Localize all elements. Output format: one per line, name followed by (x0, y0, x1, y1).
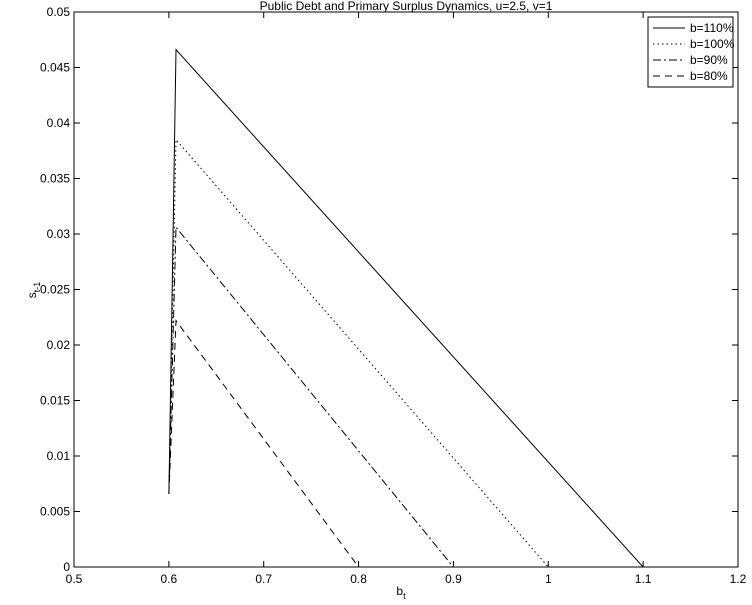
chart-title: Public Debt and Primary Surplus Dynamics… (260, 0, 553, 13)
y-tick-label: 0.01 (47, 449, 71, 463)
y-tick-label: 0.035 (40, 172, 70, 186)
y-tick-label: 0.05 (47, 5, 71, 19)
legend-label: b=80% (690, 69, 728, 83)
x-tick-label: 0.9 (445, 572, 462, 586)
x-tick-label: 0.8 (350, 572, 367, 586)
y-tick-label: 0.015 (40, 394, 70, 408)
x-tick-label: 0.7 (255, 572, 272, 586)
x-tick-label: 1.2 (730, 572, 747, 586)
legend: b=110% b=100% b=90% b=80% (647, 16, 735, 88)
series-layer (168, 48, 644, 568)
plot-area (73, 11, 739, 568)
y-tick-label: 0.045 (40, 61, 70, 75)
x-tick-label: 1 (545, 572, 552, 586)
legend-label: b=100% (690, 37, 735, 51)
x-tick-label: 0.6 (161, 572, 178, 586)
series-line-2 (168, 138, 549, 568)
legend-label: b=90% (690, 53, 728, 67)
series-line-1 (168, 48, 644, 568)
x-tick-label: 0.5 (66, 572, 83, 586)
ticks-layer: 0.5 0.6 0.7 0.8 0.9 1 1.1 1.2 0 0.005 0.01 0.015 0.0… (40, 5, 747, 586)
y-tick-label: 0.03 (47, 227, 71, 241)
series-line-4 (168, 319, 360, 568)
y-axis-label: st-1 (25, 282, 42, 299)
y-tick-label: 0.02 (47, 338, 71, 352)
y-tick-label: 0.025 (40, 283, 70, 297)
y-tick-label: 0 (63, 560, 70, 574)
y-tick-label: 0.04 (47, 116, 71, 130)
legend-label: b=110% (690, 21, 734, 35)
y-tick-label: 0.005 (40, 505, 70, 519)
x-tick-label: 1.1 (635, 572, 652, 586)
x-axis-label: bt (396, 584, 406, 601)
legend-box (647, 16, 734, 88)
